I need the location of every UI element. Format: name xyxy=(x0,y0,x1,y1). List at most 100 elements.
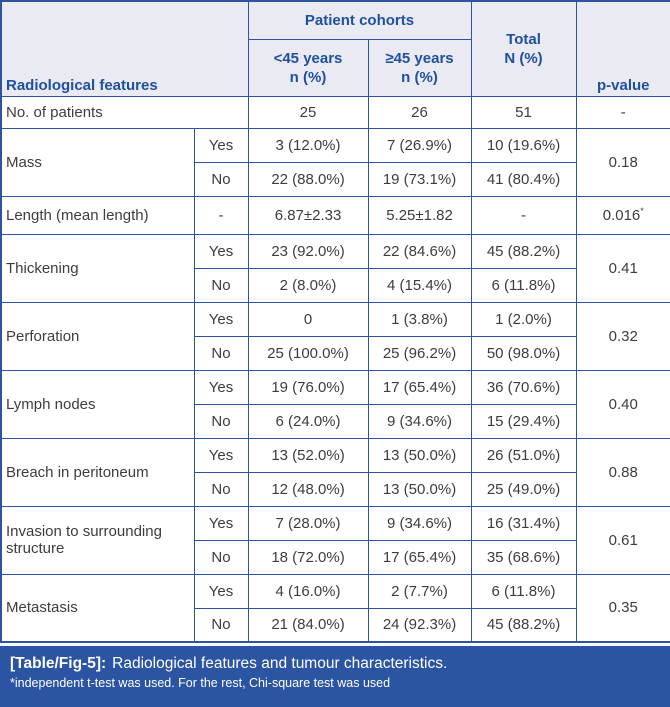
value-cell: 10 (19.6%) xyxy=(470,127,577,163)
yesno-cell: Yes xyxy=(193,301,249,337)
value-cell: 25 xyxy=(247,95,369,129)
value-cell: 4 (15.4%) xyxy=(367,267,472,303)
row-breach-peritoneum-no: No 12 (48.0%) 13 (50.0%) 25 (49.0%) xyxy=(1,471,670,507)
yesno-cell: Yes xyxy=(193,233,249,269)
value-cell: 24 (92.3%) xyxy=(367,607,472,643)
value-cell: 6 (11.8%) xyxy=(470,573,577,609)
yesno-cell: No xyxy=(193,539,249,575)
value-cell: 6.87±2.33 xyxy=(247,195,369,235)
value-cell: 3 (12.0%) xyxy=(247,127,369,163)
value-cell: 6 (11.8%) xyxy=(470,267,577,303)
yesno-cell: No xyxy=(193,403,249,439)
value-cell: 19 (73.1%) xyxy=(367,161,472,197)
row-no-of-patients: No. of patients 25 26 51 - xyxy=(0,95,670,129)
under-45-line2: n (%) xyxy=(289,68,327,86)
column-header-over-45: ≥45 years n (%) xyxy=(367,38,472,97)
yesno-cell: No xyxy=(193,161,249,197)
column-header-radiological-features: Radiological features xyxy=(0,0,249,97)
under-45-line1: <45 years xyxy=(273,49,343,67)
yesno-cell: - xyxy=(193,195,249,235)
value-cell: 19 (76.0%) xyxy=(247,369,369,405)
value-cell: 50 (98.0%) xyxy=(470,335,577,371)
table-caption-banner: [Table/Fig-5]: Radiological features and … xyxy=(0,646,670,707)
pvalue-text: 0.016 xyxy=(602,206,641,224)
value-cell: 4 (16.0%) xyxy=(247,573,369,609)
pvalue-cell: 0.016* xyxy=(575,195,670,235)
caption-title: Radiological features and tumour charact… xyxy=(112,655,448,672)
yesno-cell: No xyxy=(193,607,249,643)
row-metastasis-yes: Metastasis Yes 4 (16.0%) 2 (7.7%) 6 (11.… xyxy=(0,573,670,643)
yesno-cell: Yes xyxy=(193,573,249,609)
value-cell: 2 (7.7%) xyxy=(367,573,472,609)
value-cell: 25 (96.2%) xyxy=(367,335,472,371)
row-breach-peritoneum-yes: Breach in peritoneum Yes 13 (52.0%) 13 (… xyxy=(0,437,670,507)
value-cell: 16 (31.4%) xyxy=(470,505,577,541)
value-cell: 13 (50.0%) xyxy=(367,471,472,507)
pvalue-cell: 0.88 xyxy=(575,437,670,507)
radiological-features-table: Radiological features Patient cohorts To… xyxy=(0,0,670,643)
row-metastasis-no: No 21 (84.0%) 24 (92.3%) 45 (88.2%) xyxy=(1,607,670,643)
value-cell: 22 (88.0%) xyxy=(247,161,369,197)
value-cell: 5.25±1.82 xyxy=(367,195,472,235)
row-perforation-no: No 25 (100.0%) 25 (96.2%) 50 (98.0%) xyxy=(1,335,670,371)
pvalue-cell: 0.18 xyxy=(575,127,670,197)
caption-tag: [Table/Fig-5]: xyxy=(10,655,107,672)
value-cell: - xyxy=(470,195,577,235)
value-cell: 2 (8.0%) xyxy=(247,267,369,303)
column-header-pvalue: p-value xyxy=(575,0,670,97)
caption-footnote: *independent t-test was used. For the re… xyxy=(10,676,391,690)
value-cell: 36 (70.6%) xyxy=(470,369,577,405)
pvalue-cell: 0.41 xyxy=(575,233,670,303)
feature-label-cell: Breach in peritoneum xyxy=(0,437,195,507)
value-cell: 25 (49.0%) xyxy=(470,471,577,507)
column-header-under-45: <45 years n (%) xyxy=(247,38,369,97)
value-cell: 7 (28.0%) xyxy=(247,505,369,541)
feature-label-cell: Lymph nodes xyxy=(0,369,195,439)
value-cell: 41 (80.4%) xyxy=(470,161,577,197)
pvalue-cell: 0.61 xyxy=(575,505,670,575)
caption-line: [Table/Fig-5]: Radiological features and … xyxy=(10,653,660,675)
value-cell: 45 (88.2%) xyxy=(470,607,577,643)
over-45-line1: ≥45 years xyxy=(385,49,454,67)
value-cell: 13 (52.0%) xyxy=(247,437,369,473)
row-invasion-no: No 18 (72.0%) 17 (65.4%) 35 (68.6%) xyxy=(1,539,670,575)
pvalue-cell: 0.35 xyxy=(575,573,670,643)
value-cell: 15 (29.4%) xyxy=(470,403,577,439)
yesno-cell: No xyxy=(193,471,249,507)
over-45-line2: n (%) xyxy=(401,68,438,86)
value-cell: 13 (50.0%) xyxy=(367,437,472,473)
row-mass-yes: Mass Yes 3 (12.0%) 7 (26.9%) 10 (19.6%) … xyxy=(0,127,670,197)
feature-label-cell: No. of patients xyxy=(0,95,249,129)
row-length: Length (mean length) - 6.87±2.33 5.25±1.… xyxy=(0,195,670,235)
table-header: Radiological features Patient cohorts To… xyxy=(0,0,670,97)
value-cell: 22 (84.6%) xyxy=(367,233,472,269)
pvalue-asterisk: * xyxy=(640,205,644,216)
pvalue-cell: - xyxy=(575,95,670,129)
column-header-total: Total N (%) xyxy=(470,0,577,97)
value-cell: 1 (3.8%) xyxy=(367,301,472,337)
yesno-cell: Yes xyxy=(193,369,249,405)
pvalue-cell: 0.32 xyxy=(575,301,670,371)
feature-label-cell: Invasion to surrounding structure xyxy=(0,505,195,575)
value-cell: 26 (51.0%) xyxy=(470,437,577,473)
divider xyxy=(0,643,670,646)
yesno-cell: No xyxy=(193,335,249,371)
pvalue-cell: 0.40 xyxy=(575,369,670,439)
value-cell: 35 (68.6%) xyxy=(470,539,577,575)
value-cell: 0 xyxy=(247,301,369,337)
feature-label-cell: Thickening xyxy=(0,233,195,303)
value-cell: 9 (34.6%) xyxy=(367,505,472,541)
row-perforation-yes: Perforation Yes 0 1 (3.8%) 1 (2.0%) 0.32 xyxy=(0,301,670,371)
value-cell: 9 (34.6%) xyxy=(367,403,472,439)
value-cell: 12 (48.0%) xyxy=(247,471,369,507)
yesno-cell: No xyxy=(193,267,249,303)
value-cell: 7 (26.9%) xyxy=(367,127,472,163)
row-thickening-yes: Thickening Yes 23 (92.0%) 22 (84.6%) 45 … xyxy=(0,233,670,303)
value-cell: 21 (84.0%) xyxy=(247,607,369,643)
value-cell: 1 (2.0%) xyxy=(470,301,577,337)
value-cell: 26 xyxy=(367,95,472,129)
row-mass-no: No 22 (88.0%) 19 (73.1%) 41 (80.4%) xyxy=(1,161,670,197)
table-body: No. of patients 25 26 51 - Mass Yes 3 (1… xyxy=(0,95,670,643)
value-cell: 17 (65.4%) xyxy=(367,369,472,405)
